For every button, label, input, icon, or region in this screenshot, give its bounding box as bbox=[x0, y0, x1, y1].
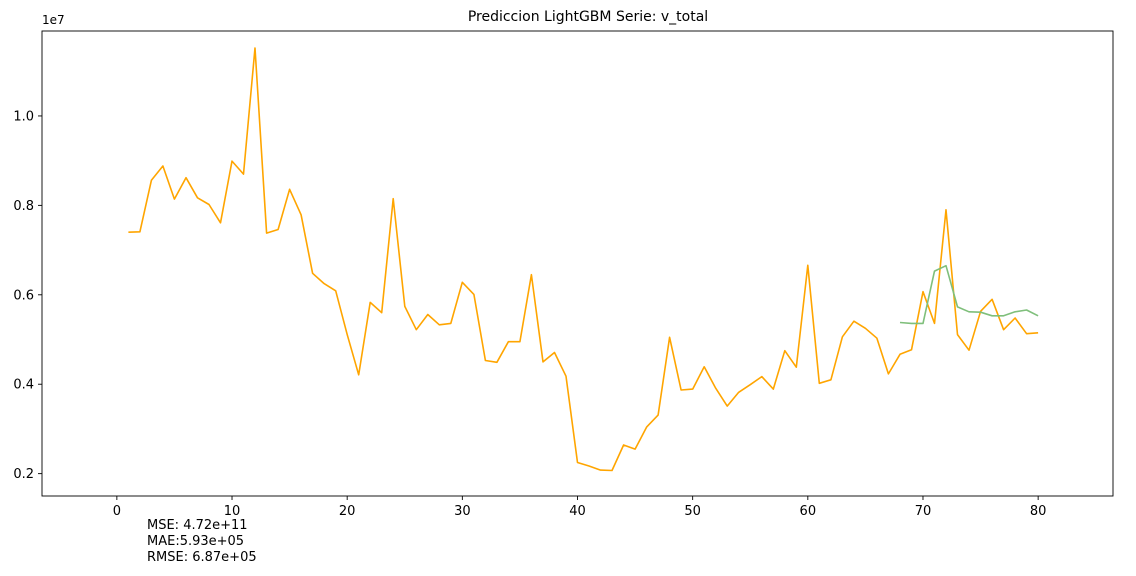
x-tick-label: 80 bbox=[1030, 504, 1047, 519]
rmse-text: RMSE: 6.87e+05 bbox=[147, 550, 257, 565]
x-tick-label: 10 bbox=[224, 504, 241, 519]
y-tick-label: 1.0 bbox=[13, 109, 34, 124]
x-tick-label: 40 bbox=[569, 504, 586, 519]
x-tick-label: 0 bbox=[113, 504, 121, 519]
y-offset-label: 1e7 bbox=[42, 13, 65, 27]
axes-layer: 0 10 20 30 40 50 60 70 80 0.2 0.4 0.6 0.8 1.0 bbox=[13, 30, 1114, 519]
series-layer bbox=[128, 47, 1039, 472]
x-tick-label: 50 bbox=[684, 504, 701, 519]
series-line-2 bbox=[899, 264, 1039, 325]
plot-frame bbox=[41, 30, 1114, 497]
y-tick-label: 0.6 bbox=[13, 288, 34, 303]
mse-text: MSE: 4.72e+11 bbox=[147, 518, 248, 533]
mae-text: MAE:5.93e+05 bbox=[147, 534, 245, 549]
series-line-1 bbox=[128, 47, 1039, 472]
y-tick-label: 0.2 bbox=[13, 467, 34, 482]
chart-title: Prediccion LightGBM Serie: v_total bbox=[468, 9, 708, 25]
x-tick-label: 30 bbox=[454, 504, 471, 519]
x-tick-label: 70 bbox=[915, 504, 932, 519]
error-metrics: MSE: 4.72e+11 MAE:5.93e+05 RMSE: 6.87e+0… bbox=[147, 518, 257, 566]
y-tick-label: 0.8 bbox=[13, 199, 34, 214]
y-tick-label: 0.4 bbox=[13, 378, 34, 393]
x-tick-label: 20 bbox=[339, 504, 356, 519]
x-tick-label: 60 bbox=[800, 504, 817, 519]
